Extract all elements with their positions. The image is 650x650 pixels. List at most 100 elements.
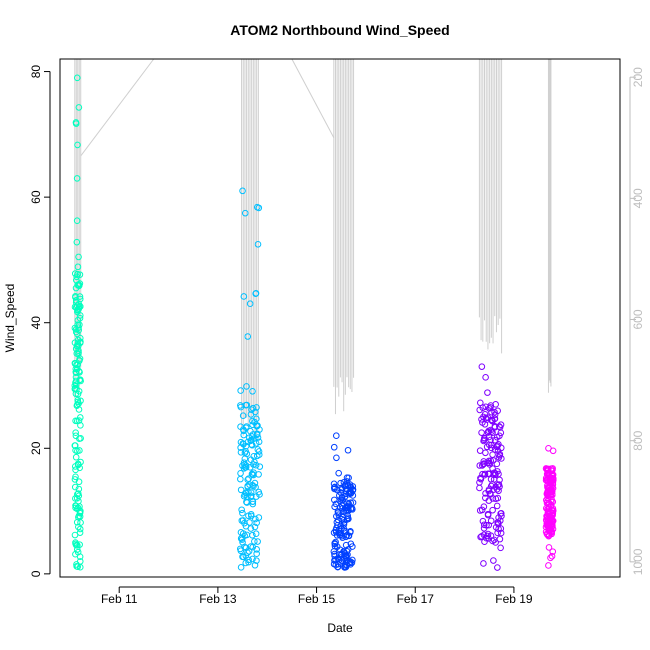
data-point xyxy=(240,431,248,439)
data-point xyxy=(75,282,83,290)
data-point xyxy=(72,473,79,481)
data-point xyxy=(492,401,499,408)
data-point xyxy=(482,414,490,422)
data-point xyxy=(333,513,340,520)
data-point xyxy=(249,531,256,539)
data-point xyxy=(73,491,81,498)
data-point xyxy=(251,561,259,569)
data-point xyxy=(493,460,501,468)
data-point xyxy=(71,442,79,449)
data-point xyxy=(496,423,503,430)
data-point xyxy=(332,432,340,440)
data-point xyxy=(243,383,250,390)
data-point xyxy=(253,519,260,527)
data-point xyxy=(76,334,84,342)
data-point xyxy=(345,532,353,540)
data-point xyxy=(75,305,83,312)
data-point xyxy=(346,558,354,565)
data-point xyxy=(481,434,488,442)
data-point xyxy=(246,300,254,308)
data-point xyxy=(498,512,505,520)
data-point xyxy=(242,552,250,559)
data-point xyxy=(482,449,489,457)
data-point xyxy=(482,374,489,381)
data-point xyxy=(479,404,487,411)
data-point xyxy=(485,441,493,449)
data-point xyxy=(75,104,83,111)
data-point xyxy=(547,554,554,562)
data-point xyxy=(479,470,486,478)
data-point xyxy=(75,478,83,486)
data-point xyxy=(482,403,489,411)
data-point xyxy=(495,470,502,478)
data-point xyxy=(494,564,501,571)
data-point xyxy=(75,342,82,350)
data-point xyxy=(345,515,352,523)
y-tick-label: 20 xyxy=(29,441,43,455)
data-point xyxy=(332,526,340,534)
data-point xyxy=(345,474,352,482)
data-point xyxy=(496,535,504,543)
data-point xyxy=(245,512,252,520)
data-point xyxy=(337,551,345,559)
data-point xyxy=(75,349,82,356)
data-point xyxy=(256,463,264,470)
data-point xyxy=(249,481,256,489)
data-point xyxy=(481,470,489,478)
data-point xyxy=(331,552,338,560)
data-point xyxy=(252,289,260,297)
data-point xyxy=(544,467,551,475)
data-point xyxy=(478,429,485,436)
data-point xyxy=(75,387,83,395)
data-point xyxy=(344,446,352,454)
data-point xyxy=(478,363,486,370)
data-point xyxy=(478,415,485,423)
data-point xyxy=(253,557,260,564)
data-point xyxy=(252,493,260,500)
data-point xyxy=(490,557,497,564)
data-point xyxy=(548,488,555,496)
data-point xyxy=(334,486,341,494)
data-point xyxy=(72,504,79,512)
data-point xyxy=(252,530,260,538)
data-point xyxy=(76,563,84,571)
data-point xyxy=(251,523,259,531)
data-point xyxy=(241,209,249,217)
data-point xyxy=(245,488,252,496)
data-point xyxy=(545,544,553,551)
data-point xyxy=(476,484,483,492)
data-point xyxy=(489,417,496,424)
data-point xyxy=(253,404,260,411)
data-point xyxy=(74,263,82,271)
data-point xyxy=(493,433,501,441)
data-point xyxy=(238,536,246,543)
data-point xyxy=(72,120,80,127)
data-point xyxy=(545,487,552,495)
data-point xyxy=(239,530,247,537)
data-point xyxy=(478,462,486,469)
data-point xyxy=(239,539,246,546)
data-point xyxy=(480,521,488,529)
data-point xyxy=(487,517,495,525)
data-point xyxy=(239,412,247,419)
data-point xyxy=(485,497,493,504)
y-tick-label: 40 xyxy=(29,316,43,330)
data-point xyxy=(340,516,348,524)
data-point xyxy=(248,512,255,520)
series-5 xyxy=(542,444,557,569)
data-point xyxy=(249,387,256,395)
y-tick-label: 60 xyxy=(29,190,43,204)
data-point xyxy=(247,456,255,464)
data-point xyxy=(74,141,81,149)
data-point xyxy=(487,490,494,497)
data-point xyxy=(245,475,252,482)
data-point xyxy=(330,443,338,451)
data-point xyxy=(485,535,492,542)
data-point xyxy=(248,441,256,449)
data-point xyxy=(346,484,354,491)
data-point xyxy=(481,538,488,546)
data-point xyxy=(349,492,357,499)
series-2 xyxy=(236,187,264,571)
data-point xyxy=(543,476,551,483)
